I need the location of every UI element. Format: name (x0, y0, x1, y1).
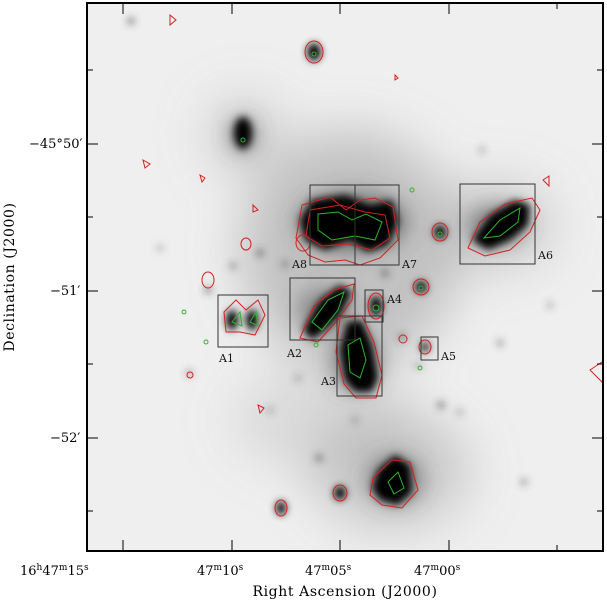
region-boxes (217, 183, 536, 397)
region-box-a8 (309, 184, 356, 266)
y-tick-label: −45°50′ (29, 137, 82, 152)
region-label-a5: A5 (440, 350, 456, 363)
y-tick-label: −52′ (50, 431, 80, 446)
region-label-a8: A8 (291, 258, 307, 271)
contours-outer (142, 13, 603, 517)
region-label-a6: A6 (537, 249, 553, 262)
x-tick-label: 16h47m15s (20, 563, 89, 579)
field-stars (128, 18, 552, 485)
x-tick-label: 47m00s (414, 563, 461, 579)
region-box-a1 (217, 294, 269, 348)
x-tick-label: 47m05s (305, 563, 352, 579)
region-label-a1: A1 (218, 352, 234, 365)
region-label-a7: A7 (401, 258, 417, 271)
region-labels: A1 A2 A3 A4 A5 A6 A7 A8 (218, 249, 553, 388)
y-axis-label: Declination (J2000) (2, 202, 18, 351)
region-box-a4 (364, 289, 384, 323)
region-label-a4: A4 (386, 293, 402, 306)
region-box-a2 (289, 277, 356, 341)
region-box-a6 (459, 183, 536, 265)
region-box-a5 (420, 336, 439, 361)
region-label-a3: A3 (320, 375, 336, 388)
y-tick-label: −51′ (50, 284, 80, 299)
region-label-a2: A2 (286, 347, 302, 360)
plot-frame (86, 2, 604, 552)
region-box-a3 (336, 315, 383, 397)
x-axis-label: Right Ascension (J2000) (252, 584, 437, 600)
contours-inner (181, 51, 521, 495)
x-tick-label: 47m10s (197, 563, 244, 579)
tick-marks (87, 3, 603, 551)
